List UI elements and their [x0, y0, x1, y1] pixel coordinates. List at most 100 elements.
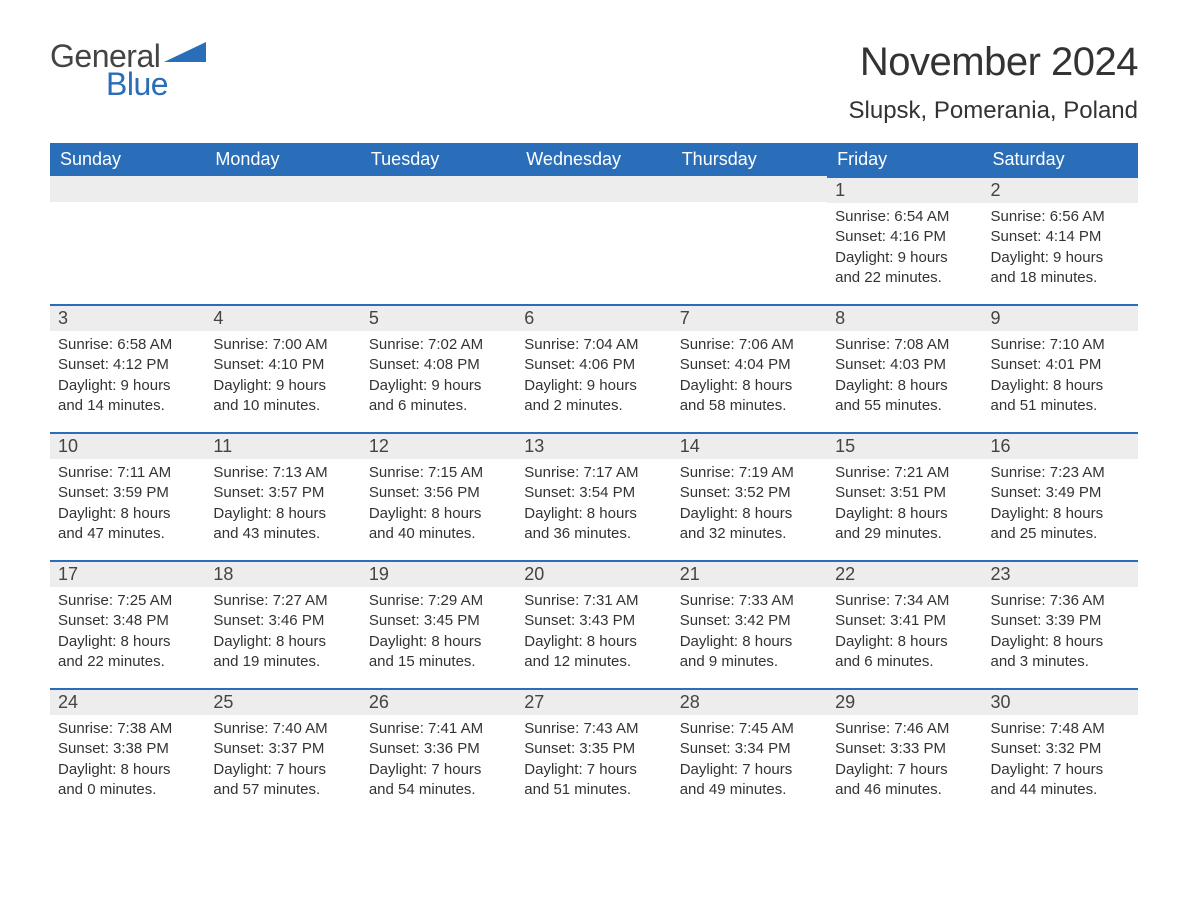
day-details: Sunrise: 7:40 AMSunset: 3:37 PMDaylight:…	[205, 715, 360, 808]
day-number-empty	[205, 176, 360, 202]
daylight-line-1: Daylight: 8 hours	[991, 504, 1130, 524]
sunrise-line: Sunrise: 7:04 AM	[524, 335, 663, 355]
sunrise-line: Sunrise: 7:25 AM	[58, 591, 197, 611]
sunset-line: Sunset: 4:06 PM	[524, 355, 663, 375]
sunset-line: Sunset: 4:16 PM	[835, 227, 974, 247]
month-title: November 2024	[849, 40, 1139, 85]
weekday-header: Thursday	[672, 143, 827, 176]
calendar-day-cell: 5Sunrise: 7:02 AMSunset: 4:08 PMDaylight…	[361, 304, 516, 432]
sunrise-line: Sunrise: 7:40 AM	[213, 719, 352, 739]
daylight-line-2: and 22 minutes.	[835, 268, 974, 288]
daylight-line-2: and 57 minutes.	[213, 780, 352, 800]
sunrise-line: Sunrise: 6:58 AM	[58, 335, 197, 355]
day-details: Sunrise: 7:00 AMSunset: 4:10 PMDaylight:…	[205, 331, 360, 424]
daylight-line-2: and 58 minutes.	[680, 396, 819, 416]
daylight-line-2: and 55 minutes.	[835, 396, 974, 416]
day-details: Sunrise: 7:08 AMSunset: 4:03 PMDaylight:…	[827, 331, 982, 424]
sunrise-line: Sunrise: 7:34 AM	[835, 591, 974, 611]
sunset-line: Sunset: 3:59 PM	[58, 483, 197, 503]
sunrise-line: Sunrise: 7:31 AM	[524, 591, 663, 611]
sunrise-line: Sunrise: 7:02 AM	[369, 335, 508, 355]
sunrise-line: Sunrise: 7:27 AM	[213, 591, 352, 611]
daylight-line-1: Daylight: 8 hours	[213, 504, 352, 524]
sunset-line: Sunset: 3:46 PM	[213, 611, 352, 631]
day-number: 19	[361, 560, 516, 587]
calendar-day-cell: 24Sunrise: 7:38 AMSunset: 3:38 PMDayligh…	[50, 688, 205, 816]
sunset-line: Sunset: 4:10 PM	[213, 355, 352, 375]
daylight-line-1: Daylight: 8 hours	[835, 504, 974, 524]
day-number-empty	[50, 176, 205, 202]
sunrise-line: Sunrise: 7:10 AM	[991, 335, 1130, 355]
weekday-header: Friday	[827, 143, 982, 176]
daylight-line-2: and 0 minutes.	[58, 780, 197, 800]
calendar-day-cell: 11Sunrise: 7:13 AMSunset: 3:57 PMDayligh…	[205, 432, 360, 560]
daylight-line-2: and 25 minutes.	[991, 524, 1130, 544]
calendar-week-row: 17Sunrise: 7:25 AMSunset: 3:48 PMDayligh…	[50, 560, 1138, 688]
day-details: Sunrise: 7:02 AMSunset: 4:08 PMDaylight:…	[361, 331, 516, 424]
sunrise-line: Sunrise: 7:19 AM	[680, 463, 819, 483]
calendar-day-cell: 8Sunrise: 7:08 AMSunset: 4:03 PMDaylight…	[827, 304, 982, 432]
day-number: 13	[516, 432, 671, 459]
logo: General Blue	[50, 40, 206, 100]
weekday-header: Tuesday	[361, 143, 516, 176]
sunset-line: Sunset: 4:01 PM	[991, 355, 1130, 375]
calendar-day-cell: 18Sunrise: 7:27 AMSunset: 3:46 PMDayligh…	[205, 560, 360, 688]
sunset-line: Sunset: 3:39 PM	[991, 611, 1130, 631]
sunset-line: Sunset: 3:41 PM	[835, 611, 974, 631]
daylight-line-1: Daylight: 9 hours	[524, 376, 663, 396]
sunset-line: Sunset: 3:43 PM	[524, 611, 663, 631]
sunset-line: Sunset: 3:38 PM	[58, 739, 197, 759]
daylight-line-2: and 12 minutes.	[524, 652, 663, 672]
day-number: 11	[205, 432, 360, 459]
sunrise-line: Sunrise: 7:13 AM	[213, 463, 352, 483]
daylight-line-2: and 14 minutes.	[58, 396, 197, 416]
daylight-line-1: Daylight: 8 hours	[991, 376, 1130, 396]
calendar-day-cell: 21Sunrise: 7:33 AMSunset: 3:42 PMDayligh…	[672, 560, 827, 688]
sunrise-line: Sunrise: 7:21 AM	[835, 463, 974, 483]
daylight-line-2: and 54 minutes.	[369, 780, 508, 800]
daylight-line-1: Daylight: 8 hours	[58, 504, 197, 524]
sunset-line: Sunset: 3:35 PM	[524, 739, 663, 759]
day-details: Sunrise: 7:48 AMSunset: 3:32 PMDaylight:…	[983, 715, 1138, 808]
day-details: Sunrise: 7:31 AMSunset: 3:43 PMDaylight:…	[516, 587, 671, 680]
day-number: 14	[672, 432, 827, 459]
weekday-header: Sunday	[50, 143, 205, 176]
sunset-line: Sunset: 3:54 PM	[524, 483, 663, 503]
daylight-line-2: and 15 minutes.	[369, 652, 508, 672]
daylight-line-2: and 44 minutes.	[991, 780, 1130, 800]
sunrise-line: Sunrise: 7:06 AM	[680, 335, 819, 355]
daylight-line-1: Daylight: 8 hours	[524, 632, 663, 652]
day-number: 10	[50, 432, 205, 459]
weekday-header: Monday	[205, 143, 360, 176]
calendar-day-cell: 9Sunrise: 7:10 AMSunset: 4:01 PMDaylight…	[983, 304, 1138, 432]
day-number-empty	[361, 176, 516, 202]
daylight-line-2: and 29 minutes.	[835, 524, 974, 544]
sunset-line: Sunset: 3:56 PM	[369, 483, 508, 503]
day-details: Sunrise: 7:45 AMSunset: 3:34 PMDaylight:…	[672, 715, 827, 808]
day-details: Sunrise: 7:21 AMSunset: 3:51 PMDaylight:…	[827, 459, 982, 552]
sunrise-line: Sunrise: 7:17 AM	[524, 463, 663, 483]
sunset-line: Sunset: 4:04 PM	[680, 355, 819, 375]
sunrise-line: Sunrise: 7:36 AM	[991, 591, 1130, 611]
calendar-day-cell: 10Sunrise: 7:11 AMSunset: 3:59 PMDayligh…	[50, 432, 205, 560]
daylight-line-1: Daylight: 9 hours	[835, 248, 974, 268]
day-number: 27	[516, 688, 671, 715]
daylight-line-1: Daylight: 8 hours	[213, 632, 352, 652]
calendar-day-cell: 2Sunrise: 6:56 AMSunset: 4:14 PMDaylight…	[983, 176, 1138, 304]
day-number: 25	[205, 688, 360, 715]
day-details: Sunrise: 7:43 AMSunset: 3:35 PMDaylight:…	[516, 715, 671, 808]
day-details: Sunrise: 7:38 AMSunset: 3:38 PMDaylight:…	[50, 715, 205, 808]
sunrise-line: Sunrise: 7:00 AM	[213, 335, 352, 355]
calendar-week-row: 3Sunrise: 6:58 AMSunset: 4:12 PMDaylight…	[50, 304, 1138, 432]
sunset-line: Sunset: 3:48 PM	[58, 611, 197, 631]
weekday-header: Wednesday	[516, 143, 671, 176]
day-number: 6	[516, 304, 671, 331]
calendar-day-cell: 1Sunrise: 6:54 AMSunset: 4:16 PMDaylight…	[827, 176, 982, 304]
daylight-line-1: Daylight: 7 hours	[835, 760, 974, 780]
day-number: 16	[983, 432, 1138, 459]
daylight-line-2: and 9 minutes.	[680, 652, 819, 672]
daylight-line-2: and 49 minutes.	[680, 780, 819, 800]
calendar-body: 1Sunrise: 6:54 AMSunset: 4:16 PMDaylight…	[50, 176, 1138, 816]
daylight-line-1: Daylight: 9 hours	[58, 376, 197, 396]
daylight-line-2: and 51 minutes.	[991, 396, 1130, 416]
